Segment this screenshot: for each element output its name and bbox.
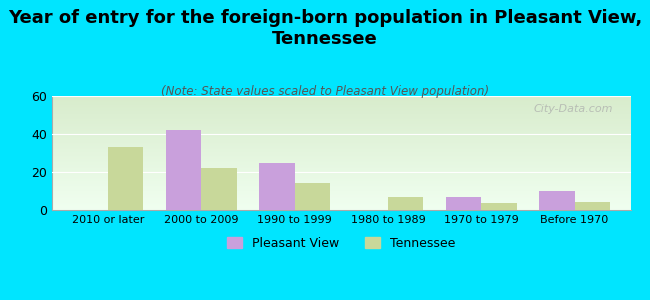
Bar [202, 168, 237, 210]
Legend: Pleasant View, Tennessee: Pleasant View, Tennessee [222, 232, 460, 255]
Bar [575, 202, 610, 210]
Bar [481, 203, 517, 210]
Bar [166, 130, 202, 210]
Text: Year of entry for the foreign-born population in Pleasant View,
Tennessee: Year of entry for the foreign-born popul… [8, 9, 642, 48]
Bar [446, 197, 481, 210]
Text: City-Data.com: City-Data.com [534, 104, 613, 114]
Text: (Note: State values scaled to Pleasant View population): (Note: State values scaled to Pleasant V… [161, 85, 489, 98]
Bar [294, 183, 330, 210]
Bar [388, 197, 423, 210]
Bar [108, 147, 144, 210]
Bar [259, 163, 294, 210]
Bar [539, 191, 575, 210]
